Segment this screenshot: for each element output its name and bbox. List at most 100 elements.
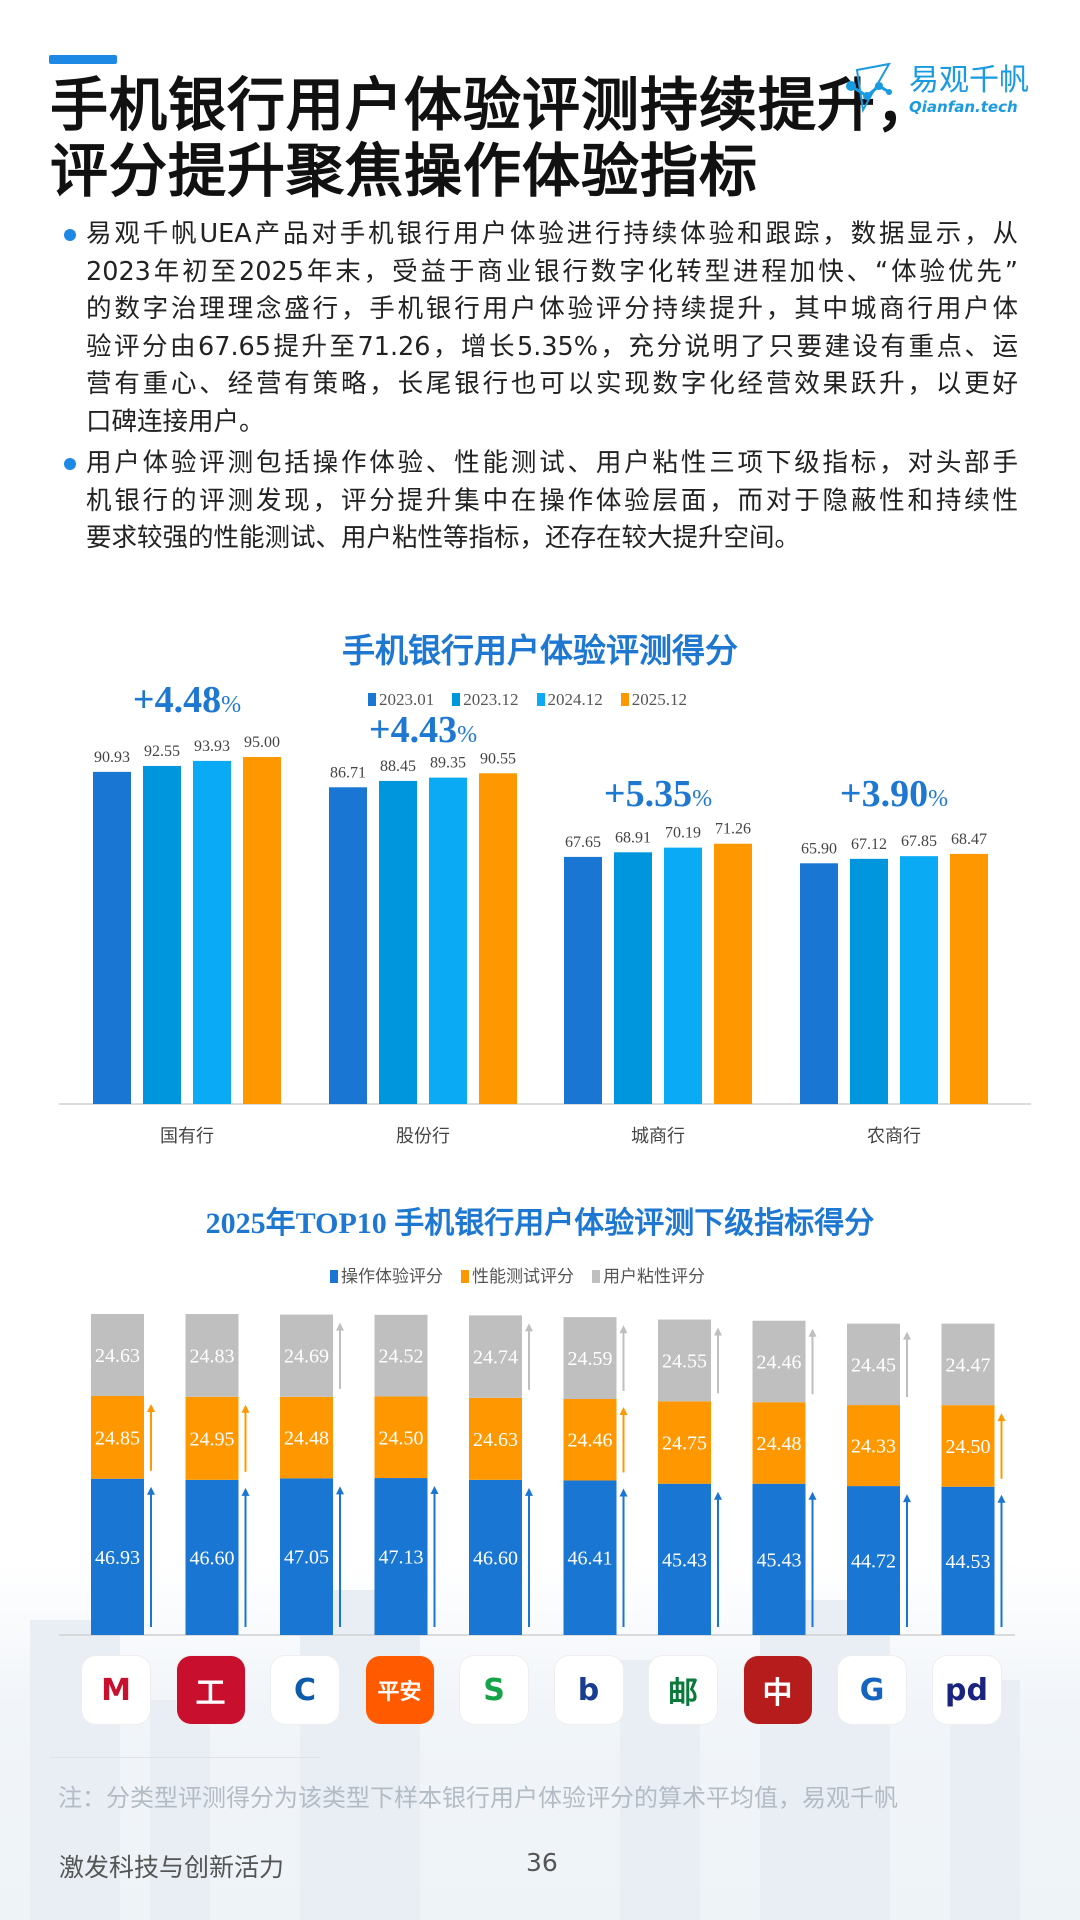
bullet-dot-icon: [64, 458, 76, 470]
icbc-logo: 工: [176, 1656, 245, 1724]
data-label: 92.55: [144, 743, 180, 760]
data-label: 89.35: [430, 755, 466, 772]
stacked-segment: [563, 1317, 617, 1400]
stacked-segment: [469, 1397, 522, 1480]
legend-item: 2023.01: [368, 690, 434, 710]
up-arrow-icon: [619, 1325, 628, 1334]
chart1-legend: 2023.01 2023.12 2024.12 2025.12: [368, 690, 687, 710]
bar: [479, 773, 517, 1104]
legend-label: 性能测试评分: [472, 1267, 574, 1287]
segment-label: 24.50: [946, 1436, 991, 1458]
category-label: 农商行: [867, 1126, 921, 1146]
boc-logo: 中: [743, 1656, 812, 1724]
up-arrow-icon: [147, 1403, 155, 1412]
bocom-logo: b: [554, 1656, 623, 1724]
growth-unit: %: [692, 786, 712, 812]
sail-network-icon: [846, 62, 892, 114]
text-line: 要求较强的性能测试、用户粘性等指标，还存在较大提升空间。: [86, 523, 801, 553]
category-label: 股份行: [396, 1126, 450, 1146]
bar: [193, 760, 231, 1104]
growth-value: +4.48: [133, 679, 221, 721]
stacked-segment: [469, 1315, 522, 1398]
stacked-segment: [941, 1323, 995, 1406]
segment-label: 24.48: [284, 1428, 329, 1450]
cmb-logo: M: [82, 1656, 150, 1724]
segment-label: 24.55: [662, 1350, 707, 1372]
bar: [143, 765, 181, 1104]
legend-item: 2025.12: [620, 690, 687, 710]
growth-unit: %: [928, 786, 948, 812]
bar: [614, 852, 652, 1104]
data-label: 67.85: [901, 833, 937, 850]
up-arrow-icon: [147, 1486, 155, 1495]
segment-label: 24.63: [473, 1429, 518, 1451]
text-line: 的数字治理理念盛行，手机银行用户体验评分持续提升，其中城商行用户体: [86, 294, 1018, 324]
growth-unit: %: [221, 692, 241, 718]
segment-label: 24.47: [946, 1354, 991, 1376]
data-label: 70.19: [665, 825, 701, 842]
stacked-segment: [91, 1313, 144, 1396]
pingan-logo: 平安: [365, 1656, 434, 1724]
growth-label: +5.35%: [604, 773, 712, 815]
bar: [664, 847, 702, 1104]
up-arrow-icon: [430, 1486, 439, 1495]
category-label: 国有行: [160, 1126, 214, 1146]
stacked-segment: [374, 1396, 428, 1479]
data-label: 68.91: [615, 829, 651, 846]
legend-swatch: [461, 1270, 469, 1283]
text-line: 2023年初至2025年末，受益于商业银行数字化转型进程加快、“体验优先”: [86, 256, 1018, 287]
ccb-logo: C: [271, 1656, 339, 1724]
stacked-segment: [847, 1405, 900, 1487]
data-label: 93.93: [194, 738, 230, 755]
stacked-segment: [847, 1323, 900, 1406]
data-label: 68.47: [951, 831, 987, 848]
bar: [93, 771, 131, 1104]
stacked-segment: [752, 1402, 806, 1484]
legend-item: 操作体验评分: [330, 1262, 443, 1287]
legend-label: 2025.12: [631, 690, 687, 709]
stacked-segment: [280, 1396, 333, 1479]
segment-label: 24.33: [851, 1436, 896, 1458]
up-arrow-icon: [336, 1486, 344, 1495]
page-title: 手机银行用户体验评测持续提升， 评分提升聚焦操作体验指标: [50, 72, 935, 204]
segment-label: 24.46: [757, 1351, 802, 1373]
segment-label: 24.48: [757, 1433, 802, 1455]
stacked-segment: [658, 1401, 711, 1484]
bullet-dot-icon: [64, 229, 76, 241]
stacked-segment: [91, 1395, 144, 1479]
up-arrow-icon: [525, 1487, 533, 1496]
chart2-legend: 操作体验评分 性能测试评分 用户粘性评分: [330, 1262, 705, 1287]
up-arrow-icon: [808, 1328, 817, 1337]
title-line: 手机银行用户体验评测持续提升，: [50, 71, 936, 139]
text-line: 口碑连接用户。: [86, 406, 265, 437]
legend-label: 2023.12: [463, 690, 519, 709]
segment-label: 24.83: [190, 1345, 235, 1367]
legend-item: 2024.12: [536, 690, 603, 710]
psbc-logo: 邮: [649, 1656, 717, 1724]
stacked-segment: [563, 1399, 617, 1481]
stacked-segment: [280, 1314, 333, 1397]
bar: [329, 787, 367, 1104]
legend-swatch: [592, 1270, 600, 1283]
legend-swatch: [452, 693, 461, 706]
legend-label: 2024.12: [547, 690, 603, 709]
legend-label: 操作体验评分: [341, 1267, 443, 1287]
brand-sub: Qianfan.tech: [909, 98, 1018, 116]
category-label: 城商行: [631, 1126, 685, 1146]
bar: [950, 853, 988, 1104]
stacked-segment: [185, 1396, 239, 1480]
growth-label: +3.90%: [840, 773, 948, 815]
stacked-segment: [941, 1405, 995, 1487]
brand-name: 易观千帆: [909, 63, 1029, 98]
data-label: 88.45: [380, 758, 416, 775]
up-arrow-icon: [336, 1322, 344, 1331]
growth-value: +3.90: [840, 773, 928, 815]
title-line: 评分提升聚焦操作体验指标: [50, 137, 759, 205]
growth-unit: %: [457, 722, 477, 748]
bar: [800, 863, 838, 1104]
up-arrow-icon: [903, 1331, 911, 1340]
stacked-segment: [374, 1314, 428, 1397]
stacked-segment: [185, 1314, 239, 1397]
segment-label: 24.45: [851, 1354, 896, 1376]
